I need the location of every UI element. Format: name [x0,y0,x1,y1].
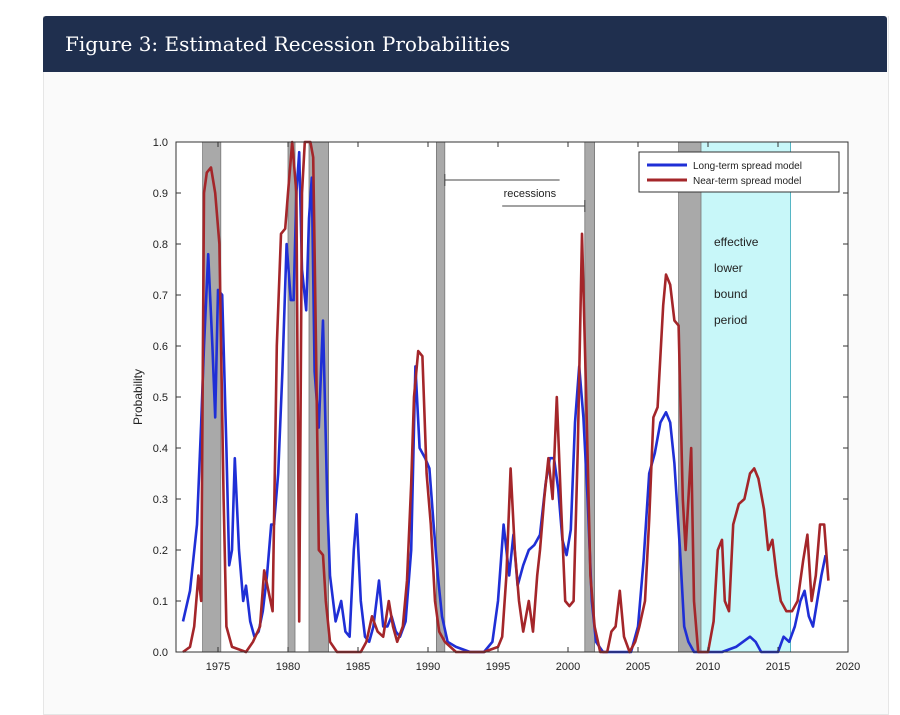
y-tick-label: 0.3 [153,494,168,506]
x-tick-label: 2000 [556,661,580,673]
x-tick-label: 2015 [766,661,790,673]
elb-period-label: lower [714,261,743,275]
elb-period-label: bound [714,287,747,301]
x-tick-label: 1990 [416,661,440,673]
y-tick-label: 0.6 [153,341,168,353]
annotation-label: recessions [504,188,557,200]
y-tick-label: 0.0 [153,647,168,659]
legend-label-near-term: Near-term spread model [693,176,801,187]
y-tick-label: 0.9 [153,188,168,200]
x-tick-label: 2010 [696,661,720,673]
y-tick-label: 0.2 [153,545,168,557]
recession-bar [287,141,296,653]
x-tick-label: 1975 [206,661,230,673]
x-tick-label: 1995 [486,661,510,673]
legend-label-long-term: Long-term spread model [693,161,802,172]
y-axis-label: Probability [131,369,145,425]
x-tick-label: 2020 [836,661,860,673]
y-tick-label: 0.1 [153,596,168,608]
near-term-series-line [182,140,830,654]
legend-box [638,151,840,193]
y-tick-label: 0.8 [153,239,168,251]
x-tick-label: 1985 [346,661,370,673]
y-tick-label: 1.0 [153,137,168,149]
figure-header: Figure 3: Estimated Recession Probabilit… [43,16,887,72]
x-tick-label: 1980 [276,661,300,673]
x-tick-label: 2005 [626,661,650,673]
y-tick-label: 0.5 [153,392,168,404]
y-tick-label: 0.4 [153,443,168,455]
elb-period-label: period [714,313,747,327]
figure-title: Figure 3: Estimated Recession Probabilit… [65,32,511,56]
y-tick-label: 0.7 [153,290,168,302]
elb-period-label: effective [714,235,759,249]
